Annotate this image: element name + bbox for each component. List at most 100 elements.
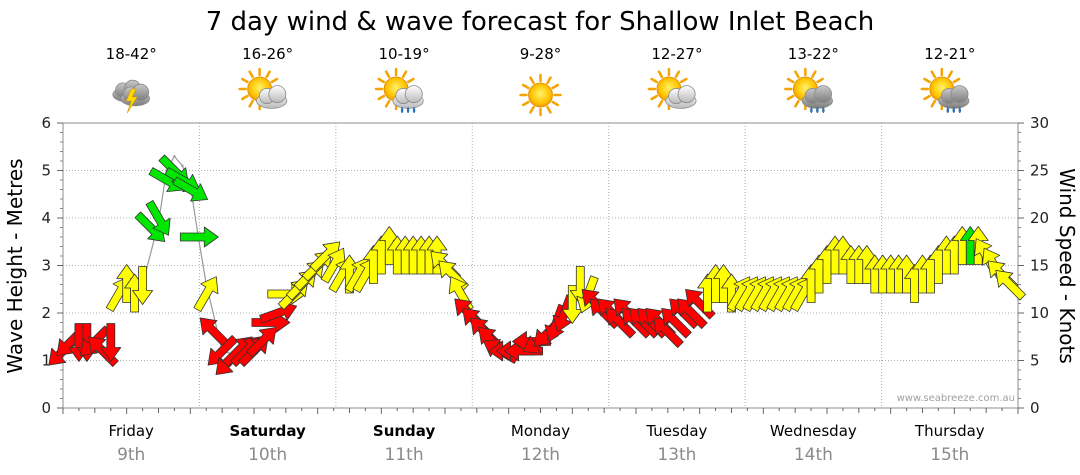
temp-label: 10-19° — [379, 45, 430, 63]
temp-label: 12-27° — [651, 45, 702, 63]
sun-ray — [679, 77, 688, 84]
temp-label: 16-26° — [242, 45, 293, 63]
rain-drop — [406, 106, 410, 114]
wind-arrow — [193, 276, 219, 312]
sun-ray — [923, 94, 931, 101]
temp-label: 13-22° — [788, 45, 839, 63]
sun-ray — [811, 70, 817, 79]
left-tick-label: 5 — [41, 162, 51, 180]
cloud-part — [950, 85, 969, 104]
right-tick-label: 20 — [1030, 209, 1049, 227]
sun-ray — [786, 77, 795, 84]
day-date: 14th — [794, 445, 833, 465]
rain-drop — [946, 106, 950, 114]
sun-ray — [794, 99, 800, 108]
right-tick-label: 5 — [1030, 352, 1040, 370]
wind-arrow — [132, 266, 154, 305]
day-date: 13th — [657, 445, 696, 465]
sun-ray — [546, 76, 552, 85]
sun-ray — [406, 77, 415, 84]
day-name: Tuesday — [645, 422, 707, 440]
sun-ray — [384, 70, 391, 79]
sun-ray — [241, 94, 249, 101]
partly-cloudy-icon — [647, 67, 697, 111]
right-tick-label: 15 — [1030, 257, 1049, 275]
cloud-part — [814, 85, 833, 104]
sun-ray — [947, 70, 954, 79]
rain-drop — [810, 106, 813, 114]
sun-ray — [816, 77, 824, 84]
rain-drop — [958, 106, 962, 114]
temperature-labels: 18-42° 16-26° 10-19° 9-28° 12-27° 13-22° 12-21… — [106, 45, 976, 63]
right-axis-title: Wind Speed - Knots — [1055, 168, 1079, 364]
wave-point — [181, 164, 184, 167]
sun-ray — [248, 70, 254, 79]
left-tick-label: 4 — [41, 209, 51, 227]
partly-cloudy-icon — [238, 67, 288, 111]
sun-ray — [657, 99, 664, 108]
axes: 0 1 2 3 4 5 6 0 5 10 15 20 25 30 — [41, 114, 1049, 417]
day-date: 15th — [930, 445, 969, 465]
day-labels: Friday 9th Saturday 10th Sunday 11th Monday 12t… — [108, 422, 984, 465]
left-tick-label: 6 — [41, 114, 51, 132]
sun-ray — [401, 70, 408, 79]
day-date: 11th — [385, 445, 424, 465]
sun-ray — [657, 70, 664, 79]
rain-drop — [400, 106, 404, 114]
right-tick-label: 0 — [1030, 399, 1040, 417]
sun-ray — [384, 99, 391, 108]
sun-ray — [551, 100, 560, 107]
wind-arrow — [172, 176, 209, 202]
day-name: Friday — [108, 422, 154, 440]
sun-disc — [528, 82, 553, 108]
weather-icons — [112, 67, 970, 117]
sun-ray — [521, 100, 530, 107]
sun-ray — [270, 77, 279, 84]
day-name: Wednesday — [770, 422, 857, 440]
left-tick-label: 2 — [41, 304, 51, 322]
day-name: Monday — [511, 422, 570, 440]
left-tick-label: 1 — [41, 352, 51, 370]
day-name: Thursday — [914, 422, 985, 440]
day-date: 9th — [117, 445, 145, 465]
credit-label: www.seabreeze.com.au — [897, 393, 1015, 404]
sun-ray — [248, 99, 254, 108]
day-name: Saturday — [229, 422, 306, 440]
left-axis-title: Wave Height - Metres — [3, 158, 27, 373]
sun-ray — [794, 70, 800, 79]
sun-ray — [650, 77, 659, 84]
sun-ray — [529, 105, 535, 114]
sun-ray — [930, 70, 937, 79]
thunderstorm-icon — [112, 79, 151, 114]
sun-ray — [265, 70, 271, 79]
wind-arrow — [145, 200, 171, 236]
sun-ray — [952, 77, 961, 84]
sun-ray — [377, 94, 386, 101]
sun-ray — [377, 77, 386, 84]
sun-ray — [241, 77, 249, 84]
sun-ray — [546, 105, 552, 114]
wind-arrow — [246, 326, 277, 358]
sun-ray — [650, 94, 659, 101]
sunny-icon — [519, 73, 562, 117]
wind-arrow — [100, 323, 122, 362]
sun-cloud-rain-icon — [784, 67, 833, 114]
lightning-bolt — [125, 88, 138, 114]
chart-title: 7 day wind & wave forecast for Shallow I… — [206, 7, 875, 37]
cloud-part — [268, 85, 287, 104]
day-date: 10th — [248, 445, 287, 465]
temp-label: 18-42° — [106, 45, 157, 63]
sun-cloud-showers-icon — [374, 67, 424, 114]
sun-cloud-rain-icon — [920, 67, 970, 114]
cloud-part — [677, 85, 696, 104]
day-date: 12th — [521, 445, 560, 465]
wind-arrow — [179, 226, 219, 248]
wind-series — [48, 154, 1026, 376]
day-name: Sunday — [373, 422, 436, 440]
rain-drop — [952, 106, 956, 114]
rain-drop — [816, 106, 819, 114]
left-tick-label: 3 — [41, 257, 51, 275]
right-tick-label: 25 — [1030, 162, 1049, 180]
sun-ray — [529, 76, 535, 85]
